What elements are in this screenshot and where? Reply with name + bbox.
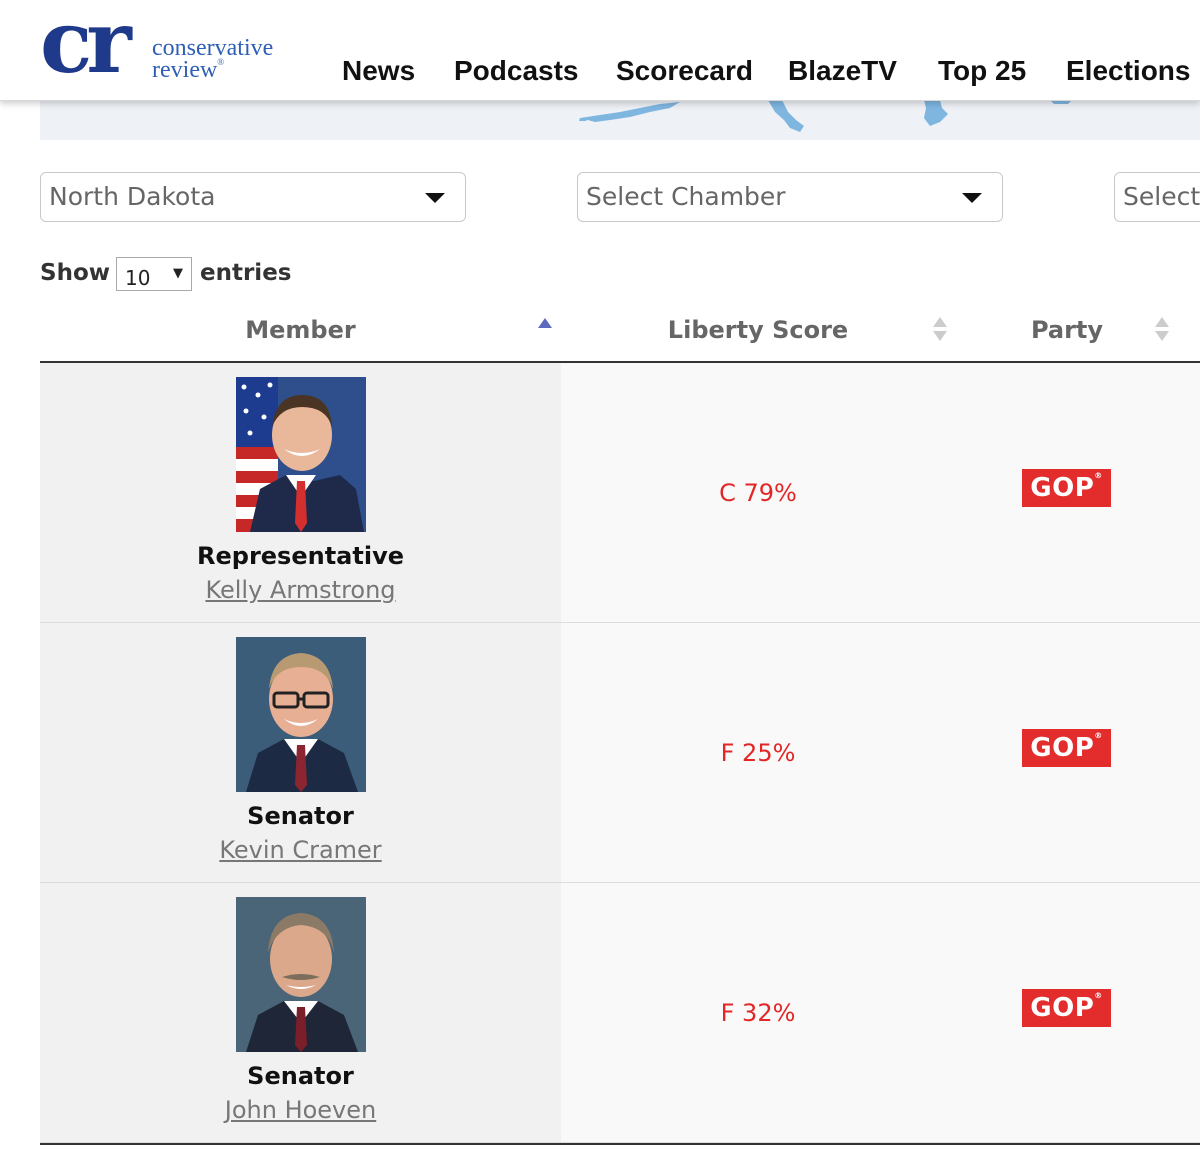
table-header-divider <box>40 361 1200 363</box>
chevron-down-icon <box>425 193 445 203</box>
nav-podcasts[interactable]: Podcasts <box>454 55 579 86</box>
nav-elections[interactable]: Elections <box>1066 55 1191 86</box>
sort-ascending-icon[interactable] <box>538 318 552 328</box>
third-select[interactable]: Select <box>1114 172 1200 222</box>
nav-scorecard[interactable]: Scorecard <box>616 55 753 86</box>
nav-top-25[interactable]: Top 25 <box>938 55 1027 86</box>
state-map[interactable] <box>40 100 1200 140</box>
main-nav: News Podcasts Scorecard BlazeTV Top 25 E… <box>0 54 1200 90</box>
table-row: Senator Kevin Cramer F 25% GOP® <box>40 623 1200 883</box>
liberty-score: F 25% <box>720 739 796 767</box>
third-select-value: Select <box>1123 182 1200 211</box>
map-lakes-graphic <box>579 100 1072 132</box>
member-name-link[interactable]: Kevin Cramer <box>219 836 382 864</box>
sort-both-icon[interactable] <box>1155 317 1169 343</box>
chevron-down-icon <box>962 193 982 203</box>
member-cell: Representative Kelly Armstrong <box>40 363 561 622</box>
member-portrait[interactable] <box>236 377 366 532</box>
party-badge: GOP® <box>1022 989 1111 1027</box>
logo-line-1: conservative <box>152 35 274 61</box>
chamber-select[interactable]: Select Chamber <box>577 172 1003 222</box>
column-header-liberty-score[interactable]: Liberty Score <box>667 316 849 344</box>
member-title: Representative <box>197 542 404 570</box>
nav-news[interactable]: News <box>342 55 416 86</box>
sort-both-icon[interactable] <box>933 317 947 343</box>
liberty-score: F 32% <box>720 999 796 1027</box>
member-name-link[interactable]: Kelly Armstrong <box>205 576 396 604</box>
conservative-review-logo[interactable]: cr conservative review® <box>40 0 310 86</box>
entries-value: 10 <box>125 266 151 290</box>
member-cell: Senator John Hoeven <box>40 883 561 1142</box>
party-badge: GOP® <box>1022 469 1111 507</box>
liberty-score: C 79% <box>719 479 797 507</box>
column-header-party[interactable]: Party <box>1030 316 1104 344</box>
registered-icon: ® <box>1094 731 1103 740</box>
logo-line-2: review® <box>152 57 225 83</box>
logo-mark: cr <box>40 0 132 93</box>
table-row: Senator John Hoeven F 32% GOP® <box>40 883 1200 1143</box>
member-title: Senator <box>247 1062 354 1090</box>
entries-label: entries <box>200 260 292 286</box>
member-name-link[interactable]: John Hoeven <box>224 1096 377 1124</box>
state-select-value: North Dakota <box>49 182 216 211</box>
party-badge: GOP® <box>1022 729 1111 767</box>
registered-icon: ® <box>1094 991 1103 1000</box>
entries-select[interactable]: 10 ▼ <box>116 257 192 291</box>
site-header: cr conservative review® News Podcasts Sc… <box>0 0 1200 101</box>
nav-blazetv[interactable]: BlazeTV <box>788 55 897 86</box>
member-portrait[interactable] <box>236 897 366 1052</box>
caret-down-icon: ▼ <box>173 266 183 281</box>
member-portrait[interactable] <box>236 637 366 792</box>
show-label: Show <box>40 260 110 286</box>
column-header-member[interactable]: Member <box>245 316 356 344</box>
table-row: Representative Kelly Armstrong C 79% GOP… <box>40 363 1200 623</box>
state-select[interactable]: North Dakota <box>40 172 466 222</box>
registered-icon: ® <box>1094 471 1103 480</box>
member-cell: Senator Kevin Cramer <box>40 623 561 882</box>
member-title: Senator <box>247 802 354 830</box>
table-bottom-divider <box>40 1143 1200 1145</box>
chamber-select-value: Select Chamber <box>586 182 786 211</box>
